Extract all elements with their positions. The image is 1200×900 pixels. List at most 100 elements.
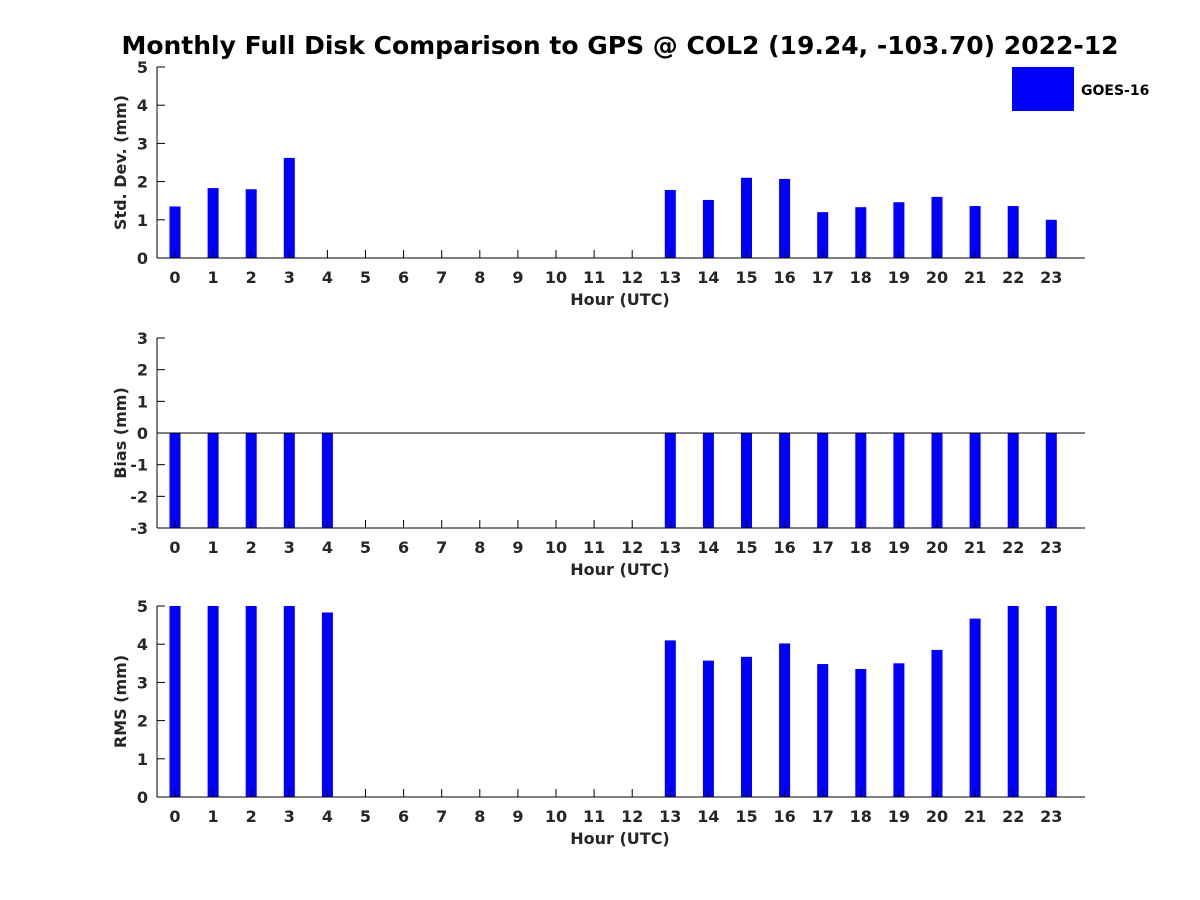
x-tick-label: 11 (583, 268, 605, 287)
x-tick-label: 10 (545, 268, 567, 287)
y-tick-label: 1 (137, 211, 148, 230)
x-tick-label: 11 (583, 538, 605, 557)
x-tick-label: 21 (964, 268, 986, 287)
bar-rms-hour-0 (169, 606, 181, 797)
x-tick-label: 9 (512, 807, 523, 826)
x-tick-label: 15 (735, 538, 757, 557)
bar-std_dev-hour-1 (207, 188, 219, 258)
x-tick-label: 0 (169, 538, 180, 557)
y-axis-label: Bias (mm) (111, 387, 130, 479)
x-tick-label: 9 (512, 538, 523, 557)
bar-bias-hour-4 (321, 433, 333, 528)
x-tick-label: 6 (398, 268, 409, 287)
x-tick-label: 20 (926, 807, 948, 826)
bar-std_dev-hour-0 (169, 206, 181, 258)
bar-std_dev-hour-19 (893, 202, 905, 258)
x-tick-label: 23 (1040, 268, 1062, 287)
bar-bias-hour-19 (893, 433, 905, 528)
y-tick-label: 5 (137, 597, 148, 616)
chart-title: Monthly Full Disk Comparison to GPS @ CO… (121, 31, 1118, 60)
y-tick-label: 1 (137, 750, 148, 769)
x-tick-label: 19 (888, 268, 910, 287)
y-tick-label: 1 (137, 392, 148, 411)
bar-std_dev-hour-17 (817, 212, 829, 258)
x-tick-label: 7 (436, 268, 447, 287)
y-tick-label: 3 (137, 329, 148, 348)
bar-rms-hour-20 (931, 649, 943, 797)
x-tick-label: 2 (246, 538, 257, 557)
x-tick-label: 3 (284, 538, 295, 557)
bar-bias-hour-3 (283, 433, 295, 528)
x-tick-label: 8 (474, 268, 485, 287)
x-tick-label: 11 (583, 807, 605, 826)
x-tick-label: 13 (659, 268, 681, 287)
x-tick-label: 1 (208, 538, 219, 557)
y-tick-label: 3 (137, 134, 148, 153)
y-tick-label: 3 (137, 673, 148, 692)
x-tick-label: 19 (888, 807, 910, 826)
y-tick-label: -2 (130, 487, 148, 506)
x-tick-label: 9 (512, 268, 523, 287)
bar-std_dev-hour-13 (664, 190, 676, 258)
bar-bias-hour-13 (664, 433, 676, 528)
bar-bias-hour-2 (245, 433, 257, 528)
x-tick-label: 16 (773, 807, 795, 826)
bar-rms-hour-15 (741, 656, 752, 797)
x-tick-label: 3 (284, 807, 295, 826)
x-tick-label: 16 (773, 268, 795, 287)
y-tick-label: 2 (137, 173, 148, 192)
bar-rms-hour-17 (817, 664, 829, 797)
bar-std_dev-hour-20 (931, 196, 943, 258)
x-tick-label: 14 (697, 268, 719, 287)
x-tick-label: 12 (621, 807, 643, 826)
bar-bias-hour-18 (855, 433, 867, 528)
x-tick-label: 22 (1002, 538, 1024, 557)
x-tick-label: 18 (850, 538, 872, 557)
bar-bias-hour-22 (1007, 433, 1019, 528)
x-tick-label: 20 (926, 538, 948, 557)
bar-bias-hour-15 (741, 433, 752, 528)
x-tick-label: 4 (322, 268, 333, 287)
x-tick-label: 20 (926, 268, 948, 287)
x-tick-label: 10 (545, 538, 567, 557)
x-tick-label: 19 (888, 538, 910, 557)
x-tick-label: 14 (697, 807, 719, 826)
x-tick-label: 7 (436, 807, 447, 826)
x-tick-label: 21 (964, 538, 986, 557)
bar-std_dev-hour-14 (702, 199, 714, 258)
y-tick-label: 5 (137, 58, 148, 77)
bar-bias-hour-21 (969, 433, 981, 528)
x-tick-label: 17 (812, 538, 834, 557)
x-tick-label: 22 (1002, 807, 1024, 826)
y-tick-label: 2 (137, 361, 148, 380)
x-tick-label: 6 (398, 538, 409, 557)
bar-rms-hour-14 (702, 660, 714, 797)
bar-rms-hour-19 (893, 663, 905, 797)
x-tick-label: 18 (850, 268, 872, 287)
x-tick-label: 7 (436, 538, 447, 557)
bar-rms-hour-23 (1045, 606, 1057, 797)
bar-rms-hour-1 (207, 606, 219, 797)
bar-rms-hour-13 (664, 640, 676, 797)
legend-label-goes-16: GOES-16 (1081, 83, 1149, 99)
x-tick-label: 3 (284, 268, 295, 287)
y-tick-label: 0 (137, 788, 148, 807)
x-tick-label: 12 (621, 538, 643, 557)
bar-bias-hour-14 (702, 433, 714, 528)
x-tick-label: 23 (1040, 538, 1062, 557)
y-tick-label: -1 (130, 456, 148, 475)
bar-rms-hour-22 (1007, 606, 1019, 797)
bar-std_dev-hour-3 (283, 157, 295, 258)
x-tick-label: 2 (246, 807, 257, 826)
x-tick-label: 13 (659, 807, 681, 826)
x-tick-label: 23 (1040, 807, 1062, 826)
legend-swatch-goes-16 (1012, 67, 1074, 111)
x-tick-label: 22 (1002, 268, 1024, 287)
y-tick-label: 4 (137, 635, 148, 654)
bar-rms-hour-18 (855, 669, 867, 797)
x-axis-label: Hour (UTC) (570, 290, 670, 309)
bar-bias-hour-20 (931, 433, 943, 528)
bar-std_dev-hour-22 (1007, 206, 1019, 258)
bar-bias-hour-1 (207, 433, 219, 528)
